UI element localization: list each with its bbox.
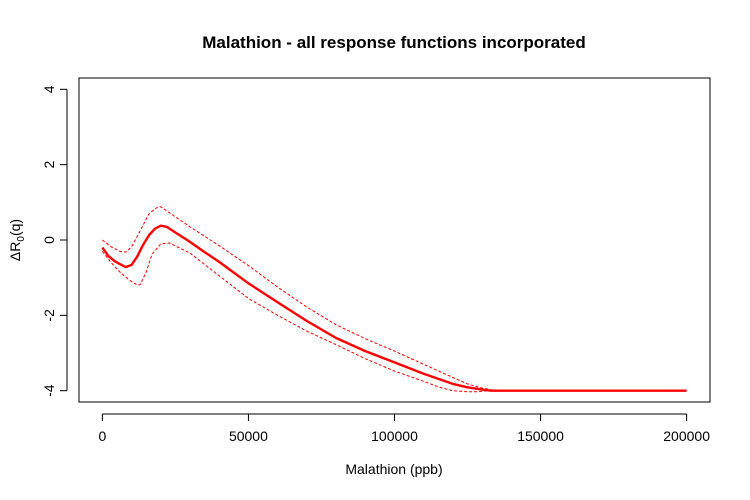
y-tick-label: -2 bbox=[41, 309, 57, 322]
y-tick-label: 2 bbox=[41, 161, 57, 169]
x-tick-label: 50000 bbox=[229, 428, 268, 444]
series-line-upper bbox=[102, 206, 497, 392]
x-axis-label: Malathion (ppb) bbox=[345, 461, 442, 477]
x-tick-label: 0 bbox=[98, 428, 106, 444]
y-tick-label: 4 bbox=[41, 85, 57, 93]
x-tick-label: 100000 bbox=[371, 428, 418, 444]
y-tick-label: 0 bbox=[41, 236, 57, 244]
series-layer bbox=[101, 206, 687, 393]
x-tick-label: 200000 bbox=[663, 428, 710, 444]
y-axis-label-subscript: 0 bbox=[16, 236, 27, 242]
chart-title: Malathion - all response functions incor… bbox=[202, 33, 586, 52]
y-axis: -4 -2 0 2 4 bbox=[41, 85, 68, 397]
plot-frame bbox=[78, 77, 711, 403]
y-axis-label-prefix: ΔR bbox=[7, 242, 23, 261]
y-tick-label: -4 bbox=[41, 384, 57, 397]
series-line-lower bbox=[102, 242, 489, 393]
x-axis: 0 50000 100000 150000 200000 bbox=[98, 413, 710, 444]
y-axis-label: ΔR0(q) bbox=[7, 219, 27, 261]
series-line-estimate bbox=[101, 224, 687, 392]
y-axis-label-suffix: (q) bbox=[7, 219, 23, 236]
x-tick-label: 150000 bbox=[517, 428, 564, 444]
